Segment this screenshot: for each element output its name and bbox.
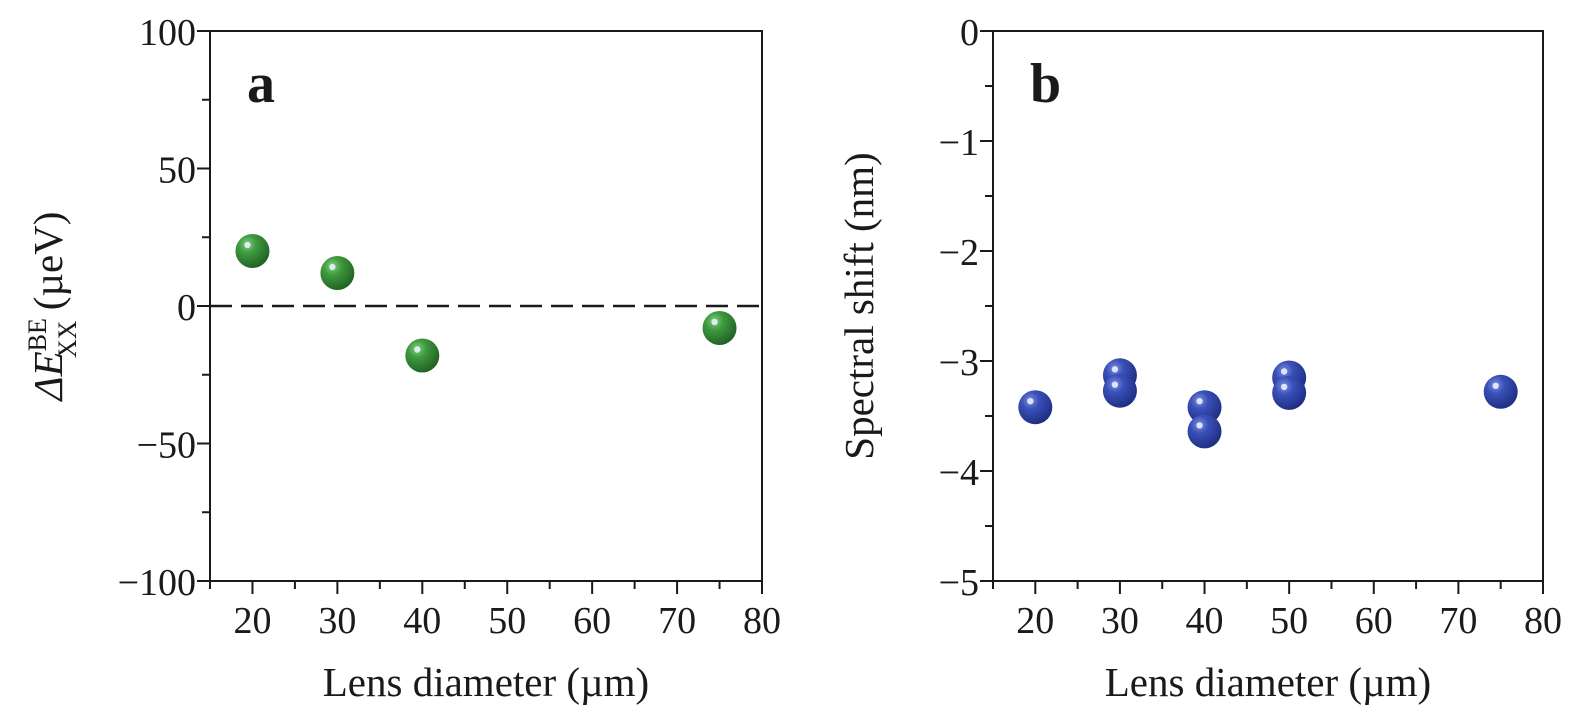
panel-letter: a (247, 53, 275, 115)
y-tick-label: 0 (960, 12, 979, 54)
panel-letter: b (1030, 53, 1061, 115)
y-tick-label: −1 (939, 122, 979, 164)
x-tick-label: 80 (743, 600, 781, 642)
x-tick-label: 60 (573, 600, 611, 642)
x-tick-label: 40 (403, 600, 441, 642)
y-tick-label: 0 (177, 287, 196, 329)
data-point-marker (1187, 414, 1222, 449)
data-point-highlight (1027, 398, 1034, 405)
data-point-highlight (1196, 422, 1203, 429)
data-point (1272, 375, 1307, 410)
data-point (1187, 390, 1222, 425)
x-tick-label: 20 (233, 600, 271, 642)
data-point-marker (320, 256, 355, 290)
y-tick-label: −2 (939, 232, 979, 274)
x-tick-label: 30 (1101, 600, 1139, 642)
data-point (702, 311, 737, 345)
y-tick-label: −3 (939, 342, 979, 384)
data-point-marker (1018, 390, 1053, 425)
data-point (1483, 374, 1518, 409)
ylabel-subscript: XX (53, 320, 82, 358)
data-point-highlight (1280, 368, 1288, 375)
data-point-highlight (329, 263, 336, 271)
data-point (1018, 390, 1053, 425)
x-axis-title: Lens diameter (µm) (323, 659, 649, 705)
data-point (320, 256, 355, 290)
panel-a: 20 30 40 50 60 70 80 100 50 0 −50 −100 Lens diameter… (23, 12, 781, 705)
data-point (1187, 414, 1222, 449)
ylabel-superscript: BE (23, 318, 52, 351)
x-axis-title: Lens diameter (µm) (1105, 659, 1431, 705)
data-point-marker (1187, 390, 1222, 425)
x-tick-label: 50 (488, 600, 526, 642)
data-point-highlight (244, 241, 251, 249)
x-tick-label: 60 (1355, 600, 1393, 642)
x-tick-label: 50 (1270, 600, 1308, 642)
data-point-highlight (1111, 366, 1119, 373)
data-point-highlight (414, 346, 421, 353)
y-tick-label: −5 (939, 562, 979, 604)
x-tick-label: 30 (318, 600, 356, 642)
y-tick-label: 50 (158, 150, 196, 192)
data-point-highlight (1492, 382, 1499, 389)
x-tick-label: 20 (1016, 600, 1054, 642)
x-tick-label: 70 (658, 600, 696, 642)
data-point-highlight (1280, 383, 1288, 391)
data-point-marker (1483, 374, 1518, 409)
data-point-marker (405, 338, 440, 373)
ylabel-prefix: ΔE (25, 351, 71, 402)
data-point-highlight (711, 318, 718, 326)
y-axis-title: ΔEBEXX (µeV) (23, 212, 82, 403)
x-tick-label: 80 (1524, 600, 1562, 642)
data-point-highlight (1111, 381, 1119, 388)
data-point-marker (1102, 373, 1137, 408)
data-point-highlight (1196, 398, 1203, 405)
ylabel-suffix: (µeV) (25, 212, 71, 321)
data-point-marker (702, 311, 737, 345)
data-point (1102, 373, 1137, 408)
y-axis-title: Spectral shift (nm) (836, 152, 882, 459)
y-tick-label: −4 (939, 452, 979, 494)
data-point (235, 234, 270, 268)
data-point-marker (235, 234, 270, 268)
x-tick-label: 40 (1186, 600, 1224, 642)
y-tick-label: −50 (137, 425, 196, 467)
plot-frame (992, 30, 1544, 582)
y-tick-label: −100 (118, 562, 196, 604)
data-point-marker (1272, 375, 1307, 410)
panel-b: 20 30 40 50 60 70 80 0 −1 −2 −3 −4 −5 Lens diameter (… (836, 12, 1562, 705)
x-tick-label: 70 (1439, 600, 1477, 642)
data-point (405, 338, 440, 373)
y-tick-label: 100 (139, 12, 196, 54)
